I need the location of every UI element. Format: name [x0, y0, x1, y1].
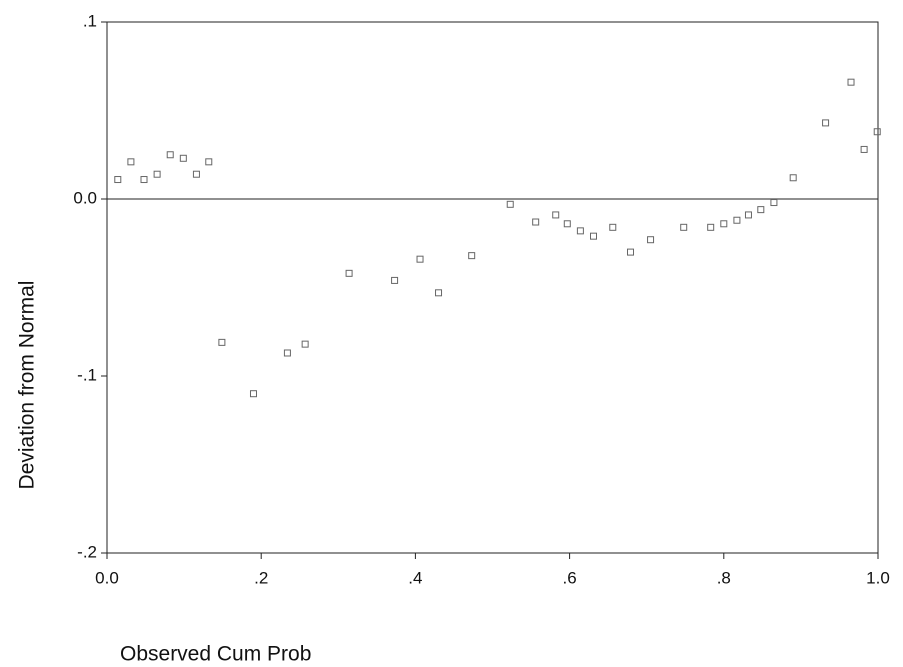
point	[506, 200, 514, 208]
x-tick-label: .2	[254, 568, 268, 587]
x-tick-label: 1.0	[866, 568, 890, 587]
y-tick-label: 0.0	[73, 188, 97, 207]
point	[283, 349, 291, 357]
y-axis-title: Deviation from Normal	[16, 281, 39, 490]
point	[576, 227, 584, 235]
point	[468, 252, 476, 260]
point	[707, 223, 715, 231]
point	[590, 232, 598, 240]
point	[609, 223, 617, 231]
point	[345, 269, 353, 277]
x-tick-label: .6	[563, 568, 577, 587]
point	[647, 236, 655, 244]
point	[192, 170, 200, 178]
point	[218, 338, 226, 346]
point	[391, 276, 399, 284]
y-tick-label: -.1	[77, 365, 97, 384]
x-tick-label: .8	[717, 568, 731, 587]
point	[770, 199, 778, 207]
point	[301, 340, 309, 348]
point	[822, 119, 830, 127]
point	[552, 211, 560, 219]
point	[789, 174, 797, 182]
point	[563, 220, 571, 228]
x-axis-title: Observed Cum Prob	[120, 643, 311, 666]
point	[757, 206, 765, 214]
point	[114, 176, 122, 184]
point	[435, 289, 443, 297]
point	[680, 223, 688, 231]
point	[627, 248, 635, 256]
point	[860, 145, 868, 153]
point	[744, 211, 752, 219]
point	[416, 255, 424, 263]
point	[205, 158, 213, 166]
point	[179, 154, 187, 162]
point	[733, 216, 741, 224]
point	[532, 218, 540, 226]
point	[127, 158, 135, 166]
y-tick-label: .1	[83, 11, 97, 30]
point	[720, 220, 728, 228]
point	[166, 151, 174, 159]
plot-frame	[106, 21, 879, 554]
point	[873, 128, 881, 136]
x-tick-label: 0.0	[95, 568, 119, 587]
x-tick-label: .4	[408, 568, 422, 587]
point	[140, 176, 148, 184]
point	[847, 78, 855, 86]
point	[153, 170, 161, 178]
point	[249, 390, 257, 398]
y-tick-label: -.2	[77, 542, 97, 561]
